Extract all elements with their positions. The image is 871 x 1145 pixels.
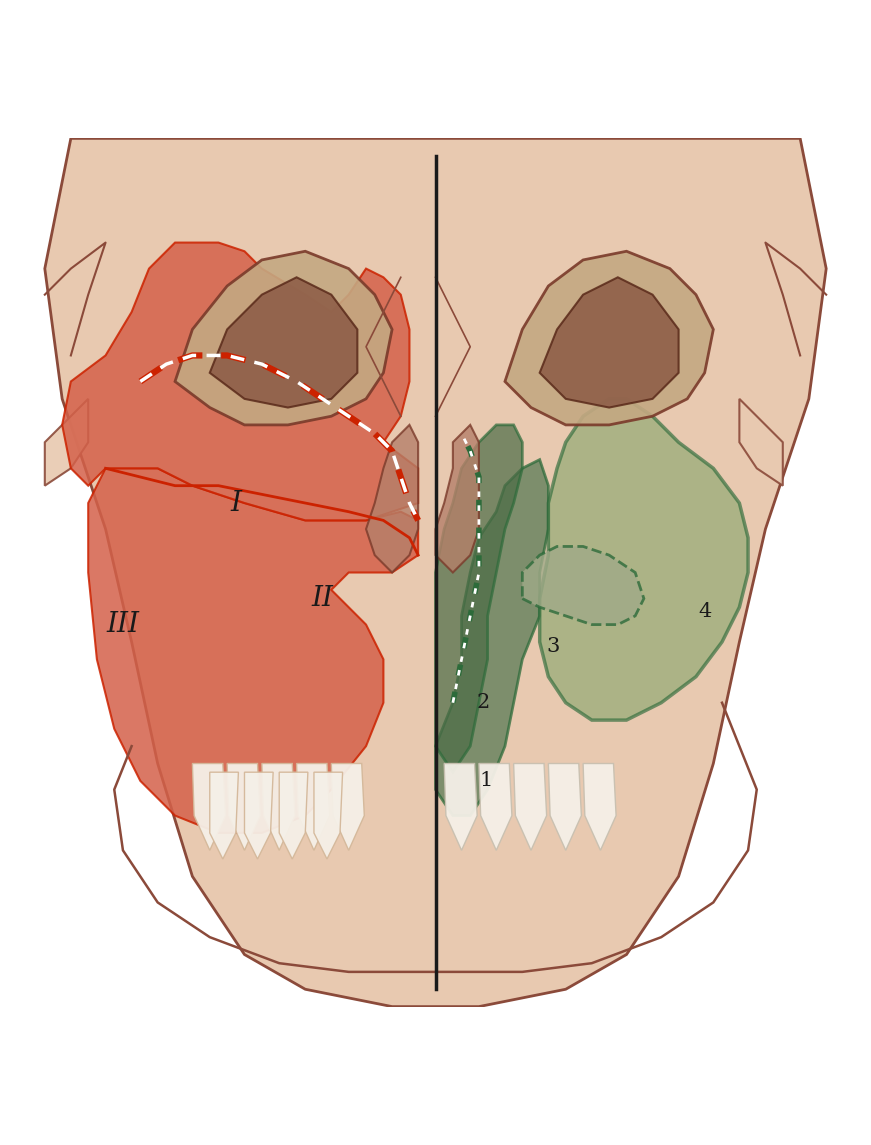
Polygon shape xyxy=(436,425,479,572)
Polygon shape xyxy=(540,398,748,720)
Text: 1: 1 xyxy=(479,772,492,790)
Text: 2: 2 xyxy=(476,693,490,712)
Polygon shape xyxy=(479,764,512,851)
Polygon shape xyxy=(88,468,418,832)
Polygon shape xyxy=(297,764,329,851)
Polygon shape xyxy=(331,764,364,851)
Polygon shape xyxy=(210,772,239,859)
Polygon shape xyxy=(192,764,226,851)
Polygon shape xyxy=(62,243,418,521)
Polygon shape xyxy=(175,251,392,425)
Polygon shape xyxy=(366,425,418,572)
Polygon shape xyxy=(739,398,783,485)
Text: 4: 4 xyxy=(698,602,712,621)
Polygon shape xyxy=(583,764,616,851)
Polygon shape xyxy=(245,772,273,859)
Polygon shape xyxy=(44,398,88,485)
Text: II: II xyxy=(312,585,334,613)
Text: III: III xyxy=(106,611,139,638)
Polygon shape xyxy=(514,764,547,851)
Polygon shape xyxy=(210,277,357,408)
Text: 3: 3 xyxy=(546,637,559,656)
Polygon shape xyxy=(227,764,260,851)
Polygon shape xyxy=(549,764,581,851)
Polygon shape xyxy=(436,459,549,815)
Polygon shape xyxy=(523,546,644,624)
Polygon shape xyxy=(505,251,713,425)
Polygon shape xyxy=(280,772,307,859)
Polygon shape xyxy=(444,764,477,851)
Polygon shape xyxy=(436,425,523,772)
Polygon shape xyxy=(314,772,342,859)
Polygon shape xyxy=(44,139,827,1006)
Text: I: I xyxy=(230,490,241,516)
Polygon shape xyxy=(262,764,295,851)
Polygon shape xyxy=(540,277,679,408)
